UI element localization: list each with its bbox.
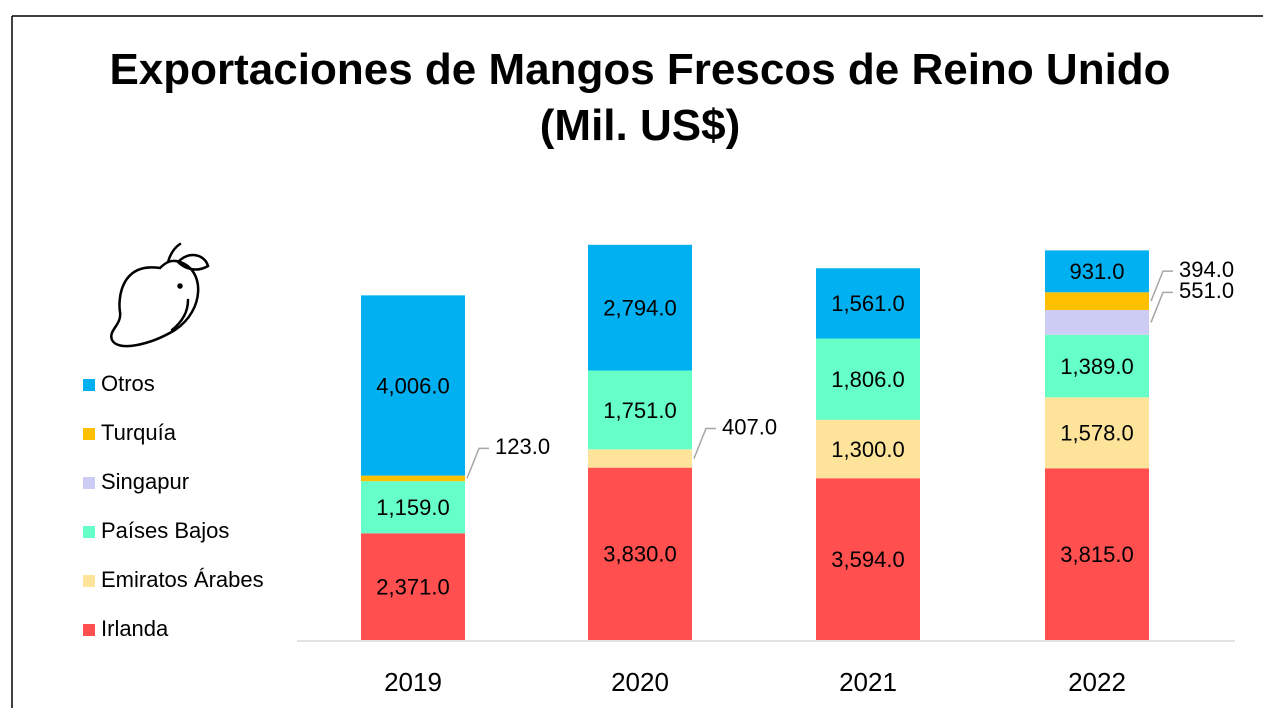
bar-segment [1045, 250, 1149, 293]
data-label: 407.0 [722, 414, 777, 439]
legend-label: Emiratos Árabes [101, 567, 264, 592]
legend-swatch [83, 526, 95, 538]
chart-title: Exportaciones de Mangos Frescos de Reino… [109, 45, 1171, 150]
bar-segment [361, 295, 465, 476]
bar-segment [1045, 292, 1149, 311]
mango-icon [110, 242, 210, 348]
data-label: 1,389.0 [1060, 354, 1133, 379]
bar-segment [1045, 310, 1149, 335]
legend-label: Irlanda [101, 616, 169, 641]
leader-line [1150, 291, 1173, 323]
data-label: 1,751.0 [603, 398, 676, 423]
legend-label: Otros [101, 371, 155, 396]
bar-segment [361, 481, 465, 534]
data-label: 1,159.0 [376, 495, 449, 520]
bar-segment [816, 338, 920, 420]
data-label: 1,578.0 [1060, 421, 1133, 446]
data-label: 2,794.0 [603, 295, 676, 320]
data-label: 123.0 [495, 434, 550, 459]
data-label: 3,830.0 [603, 542, 676, 567]
data-label: 2,371.0 [376, 574, 449, 599]
legend-swatch [83, 624, 95, 636]
data-label: 4,006.0 [376, 373, 449, 398]
leader-line [693, 427, 716, 459]
bar-segment [1045, 468, 1149, 640]
data-label: 551.0 [1179, 278, 1234, 303]
bar-segment [1045, 397, 1149, 469]
data-label: 1,806.0 [831, 367, 904, 392]
legend-swatch [83, 379, 95, 391]
bar-segment [816, 419, 920, 479]
legend-label: Singapur [101, 469, 189, 494]
x-tick-label: 2021 [839, 667, 897, 697]
data-label: 3,594.0 [831, 547, 904, 572]
data-label: 3,815.0 [1060, 542, 1133, 567]
leader-line [466, 447, 489, 479]
x-tick-label: 2022 [1068, 667, 1126, 697]
legend-swatch [83, 428, 95, 440]
bar-segment [1045, 334, 1149, 398]
bar-segment [816, 478, 920, 640]
bar-segment [588, 467, 692, 640]
bar-segment [588, 449, 692, 468]
legend-label: Países Bajos [101, 518, 229, 543]
data-label: 931.0 [1069, 259, 1124, 284]
x-tick-label: 2019 [384, 667, 442, 697]
bar-segment [361, 533, 465, 640]
legend-swatch [83, 477, 95, 489]
leader-line [1150, 270, 1173, 302]
bar-segment [816, 268, 920, 339]
data-label: 1,561.0 [831, 291, 904, 316]
bar-segment [361, 475, 465, 482]
bar-segment [588, 244, 692, 371]
legend-swatch [83, 575, 95, 587]
data-label: 394.0 [1179, 257, 1234, 282]
legend-label: Turquía [101, 420, 177, 445]
data-label: 1,300.0 [831, 437, 904, 462]
x-tick-label: 2020 [611, 667, 669, 697]
bar-segment [588, 370, 692, 450]
